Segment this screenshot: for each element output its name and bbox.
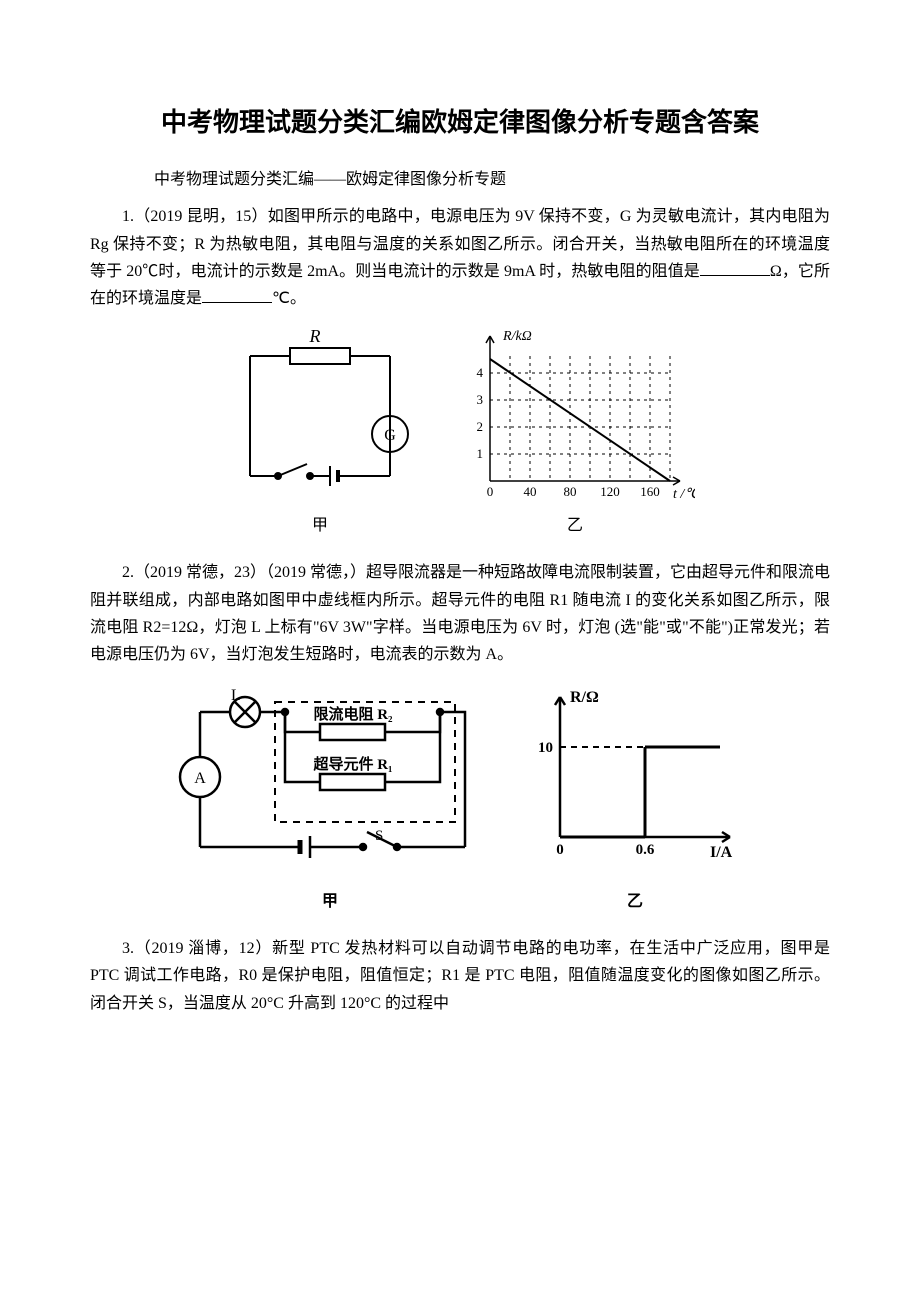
- question-3-text: 3.（2019 淄博，12）新型 PTC 发热材料可以自动调节电路的电功率，在生…: [90, 935, 830, 1017]
- figure-row-2: L A 限流电阻 R₂ 超导元件 R₁ S 甲: [90, 682, 830, 915]
- ytick: 4: [477, 365, 484, 380]
- blank-field[interactable]: [202, 287, 272, 303]
- ytick-10: 10: [538, 740, 553, 756]
- ammeter-label: A: [194, 770, 206, 787]
- xtick: 0: [487, 484, 494, 499]
- question-1-text: 1.（2019 昆明，15）如图甲所示的电路中，电源电压为 9V 保持不变，G …: [90, 203, 830, 312]
- figure-row-1: R G 甲: [90, 326, 830, 539]
- y-axis-label: R/kΩ: [502, 329, 532, 344]
- x-axis-label: t /℃: [673, 487, 695, 502]
- ytick: 3: [477, 392, 484, 407]
- subtitle: 中考物理试题分类汇编——欧姆定律图像分析专题: [90, 166, 830, 193]
- caption-jia-bold: 甲: [322, 888, 338, 915]
- q2-chart-yi: 10 0 0.6 R/Ω I/A 乙: [525, 682, 745, 915]
- q1-circuit-jia: R G 甲: [225, 326, 415, 539]
- y-axis-label-2: R/Ω: [570, 689, 599, 706]
- xtick: 160: [640, 484, 660, 499]
- x-axis-label-2: I/A: [710, 844, 733, 861]
- xtick-06: 0.6: [636, 842, 655, 858]
- xtick: 120: [600, 484, 620, 499]
- ytick: 1: [477, 446, 484, 461]
- q1-unit2: ℃。: [272, 290, 306, 307]
- lamp-label: L: [231, 687, 241, 704]
- r2-label: 限流电阻 R₂: [313, 705, 393, 723]
- origin-zero: 0: [556, 842, 564, 858]
- q2-circuit-jia: L A 限流电阻 R₂ 超导元件 R₁ S 甲: [175, 682, 485, 915]
- blank-field[interactable]: [700, 260, 770, 276]
- caption-yi-bold: 乙: [627, 888, 643, 915]
- question-2-text: 2.（2019 常德，23）（2019 常德，）超导限流器是一种短路故障电流限制…: [90, 559, 830, 668]
- xtick: 40: [524, 484, 537, 499]
- r1-label: 超导元件 R₁: [312, 755, 392, 773]
- caption-yi: 乙: [567, 512, 583, 539]
- galvanometer-label: G: [384, 427, 396, 444]
- page-title: 中考物理试题分类汇编欧姆定律图像分析专题含答案: [90, 100, 830, 144]
- ytick: 2: [477, 419, 484, 434]
- q1-chart-yi: 1 2 3 4 0 40 80 120 160 R/kΩ t /℃ 乙: [455, 326, 695, 539]
- caption-jia: 甲: [312, 512, 328, 539]
- resistor-label: R: [309, 326, 321, 346]
- xtick: 80: [564, 484, 577, 499]
- switch-label: S: [375, 828, 383, 844]
